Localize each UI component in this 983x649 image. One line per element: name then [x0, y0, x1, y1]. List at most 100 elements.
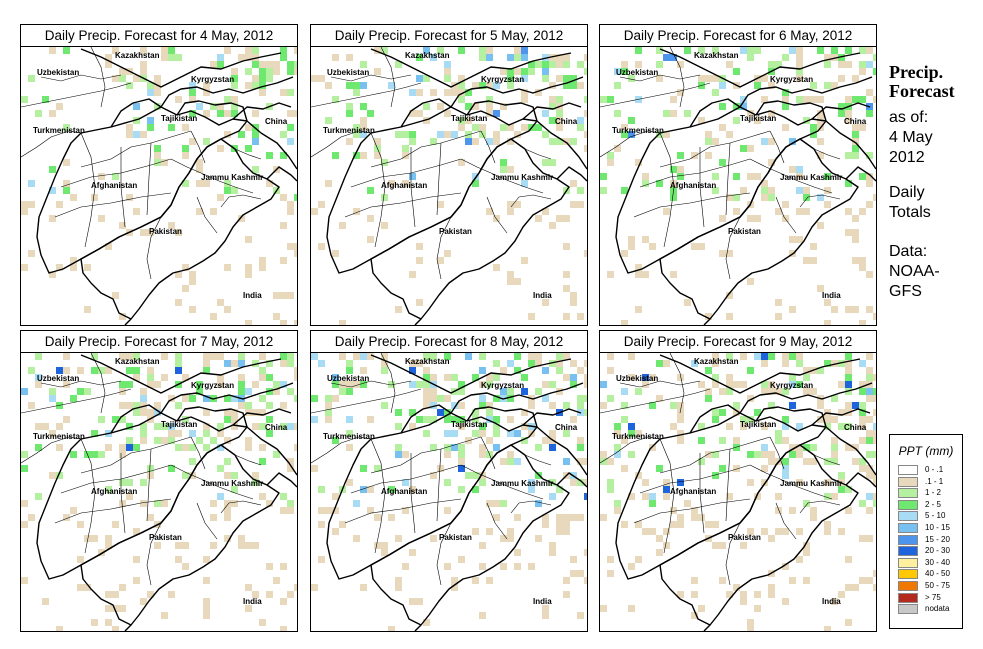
precip-cell	[635, 472, 642, 479]
precip-cell	[203, 110, 210, 117]
precip-cell	[332, 493, 339, 500]
precip-cell	[367, 215, 374, 222]
precip-cell	[584, 549, 587, 556]
precip-cell	[479, 423, 486, 430]
precip-cell	[287, 89, 294, 96]
precip-cell	[570, 180, 577, 187]
precip-cell	[119, 500, 126, 507]
precip-cell	[210, 61, 217, 68]
precip-cell	[416, 299, 423, 306]
precip-cell	[28, 367, 35, 374]
precip-cell	[458, 451, 465, 458]
precip-cell	[642, 173, 649, 180]
precip-cell	[570, 374, 577, 381]
precip-cell	[231, 110, 238, 117]
precip-cell	[873, 430, 876, 437]
precip-cell	[28, 75, 35, 82]
precip-cell	[866, 367, 873, 374]
precip-cell	[577, 367, 584, 374]
precip-cell	[479, 353, 486, 360]
precip-cell	[584, 381, 587, 388]
precip-cell	[556, 75, 563, 82]
precip-cell	[642, 271, 649, 278]
precip-cell	[465, 103, 472, 110]
precip-cell	[789, 402, 796, 409]
province-boundary	[344, 192, 462, 218]
precip-cell	[556, 353, 563, 360]
precip-cell	[677, 152, 684, 159]
precip-cell	[126, 194, 133, 201]
precip-cell	[796, 61, 803, 68]
precip-cell	[768, 458, 775, 465]
precip-cell	[360, 131, 367, 138]
province-boundary	[669, 47, 685, 108]
precip-cell	[280, 257, 287, 264]
precip-cell	[252, 75, 259, 82]
precip-cell	[607, 395, 614, 402]
precip-cell	[210, 103, 217, 110]
province-boundary	[436, 142, 442, 216]
precip-cell	[507, 138, 514, 145]
precip-cell	[381, 194, 388, 201]
legend-row: 0 - .1	[898, 465, 960, 476]
precip-cell	[119, 381, 126, 388]
legend-label: .1 - 1	[925, 476, 944, 486]
precip-cell	[458, 117, 465, 124]
precip-cell	[217, 194, 224, 201]
precip-cell	[719, 577, 726, 584]
precip-cell	[416, 75, 423, 82]
label-kazakhstan: Kazakhstan	[405, 357, 450, 366]
precip-cell	[451, 584, 458, 591]
precip-cell	[584, 360, 587, 367]
country-boundary	[246, 120, 297, 170]
precip-cell	[451, 402, 458, 409]
precip-cell	[126, 423, 133, 430]
precip-cell	[35, 381, 42, 388]
precip-cell	[266, 152, 273, 159]
country-boundary	[80, 354, 282, 394]
precip-cell	[238, 381, 245, 388]
precip-cell	[733, 117, 740, 124]
precip-cell	[140, 402, 147, 409]
precip-cell	[549, 222, 556, 229]
province-boundary	[524, 454, 552, 466]
precip-cell	[493, 374, 500, 381]
province-boundary	[54, 498, 172, 524]
precip-cell	[514, 47, 521, 54]
province-boundary	[311, 436, 372, 464]
precip-cell	[796, 479, 803, 486]
province-boundary	[40, 380, 122, 388]
precip-cell	[77, 388, 84, 395]
precip-cell	[493, 360, 500, 367]
precip-cell	[556, 117, 563, 124]
precip-cell	[28, 514, 35, 521]
precip-cell	[493, 82, 500, 89]
precip-cell	[677, 479, 684, 486]
precip-cell	[287, 201, 294, 208]
precip-cell	[119, 584, 126, 591]
precip-cell	[747, 110, 754, 117]
precip-cell	[77, 521, 84, 528]
precip-cell	[831, 395, 838, 402]
forecast-panel-may-8: Daily Precip. Forecast for 8 May, 2012 K…	[310, 330, 588, 632]
precip-cell	[859, 535, 866, 542]
precip-cell	[726, 131, 733, 138]
precip-cell	[346, 103, 353, 110]
label-turkmenistan: Turkmenistan	[612, 126, 664, 135]
precip-cell	[395, 61, 402, 68]
precip-cell	[556, 54, 563, 61]
label-china: China	[844, 117, 867, 126]
forecast-map: Kazakhstan Uzbekistan Kyrgyzstan Tajikis…	[20, 352, 298, 632]
precip-cell	[252, 131, 259, 138]
precip-cell	[70, 507, 77, 514]
precip-cell	[677, 591, 684, 598]
precip-cell	[465, 472, 472, 479]
precip-cell	[817, 222, 824, 229]
precip-cell	[542, 208, 549, 215]
precip-cell	[465, 117, 472, 124]
precip-cell	[705, 521, 712, 528]
precip-cell	[563, 285, 570, 292]
precip-cell	[789, 374, 796, 381]
precip-cell	[168, 465, 175, 472]
